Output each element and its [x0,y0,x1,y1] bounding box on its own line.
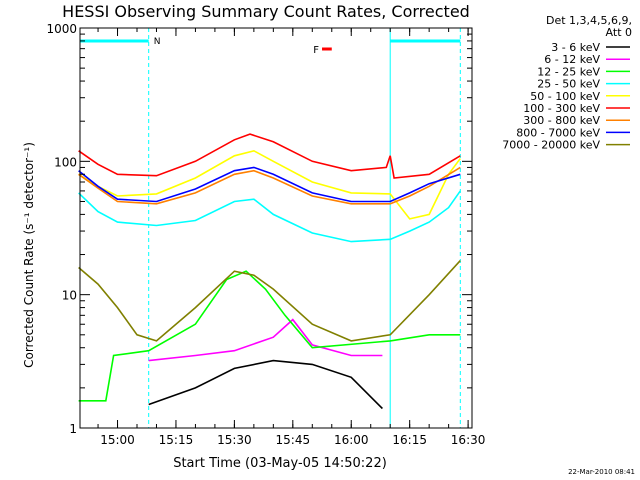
legend-label: 800 - 7000 keV [516,126,600,139]
night-markers: NF [79,28,461,428]
y-tick-label: 100 [54,155,77,169]
series-line [78,190,461,243]
legend-title: Att 0 [606,26,632,39]
axes: 15:00 15:15 15:30 15:45 16:00 16:15 16:30 1 10 10… [46,22,485,447]
y-tick-label: 10 [62,289,77,303]
series-line [78,149,461,220]
chart-title: HESSI Observing Summary Count Rates, Cor… [62,2,470,21]
legend-label: 7000 - 20000 keV [502,139,600,152]
plot-date-footer: 22-Mar-2010 08:41 [568,468,635,476]
y-tick-label: 1000 [46,22,77,36]
series-line [78,166,461,203]
series-line [78,166,461,205]
x-axis-label: Start Time (03-May-05 14:50:22) [173,456,387,471]
x-tick-label: 15:00 [100,433,135,447]
legend-label: 12 - 25 keV [537,65,600,78]
series-line [78,270,461,402]
x-tick-label: 15:45 [276,433,311,447]
x-tick-label: 16:30 [451,433,486,447]
series-line [148,318,383,362]
legend-label: 100 - 300 keV [523,102,600,115]
data-series [78,133,461,410]
x-tick-label: 15:30 [217,433,252,447]
y-tick-label: 1 [69,422,77,436]
legend-label: 25 - 50 keV [537,78,600,91]
x-tick-label: 16:15 [392,433,427,447]
legend-label: 50 - 100 keV [530,90,600,103]
legend-title: Det 1,3,4,5,6,9, [546,14,632,27]
night-label: N [154,37,161,47]
x-tick-label: 15:15 [159,433,194,447]
series-line [148,359,383,410]
series-line [78,260,461,342]
legend-label: 6 - 12 keV [544,53,600,66]
legend-label: 300 - 800 keV [523,114,600,127]
legend-label: 3 - 6 keV [551,41,600,54]
series-line [78,133,461,179]
y-axis-label: Corrected Count Rate (s⁻¹ detector⁻¹) [22,142,36,368]
x-tick-label: 16:00 [334,433,369,447]
plot-frame [79,27,473,429]
flare-label: F [313,45,319,56]
